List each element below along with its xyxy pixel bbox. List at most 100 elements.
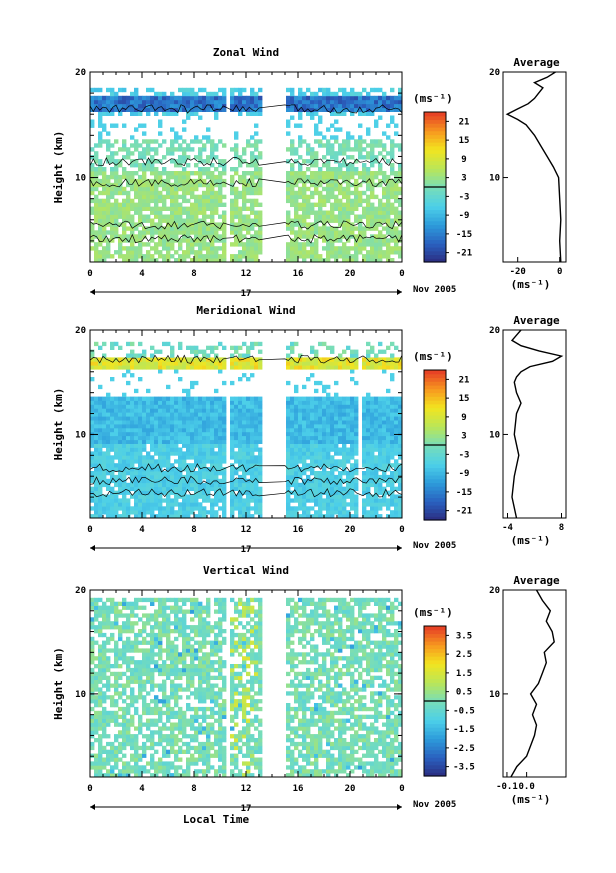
- colorbar-tick-label: 21: [459, 117, 470, 127]
- heatmap-cell: [214, 474, 219, 480]
- heatmap-cell: [102, 246, 107, 251]
- heatmap-cell: [94, 246, 99, 251]
- heatmap-cell: [174, 424, 179, 429]
- heatmap-cell: [258, 478, 263, 484]
- heatmap-cell: [290, 400, 295, 405]
- heatmap-cell: [334, 443, 339, 448]
- heatmap-cell: [330, 416, 335, 421]
- heatmap-cell: [126, 178, 131, 184]
- heatmap-cell: [238, 258, 243, 263]
- heatmap-cell: [330, 474, 335, 480]
- heatmap-cell: [330, 234, 335, 239]
- heatmap-cell: [338, 506, 343, 511]
- heatmap-cell: [170, 510, 175, 515]
- heatmap-cell: [182, 463, 187, 468]
- heatmap-cell: [322, 198, 327, 204]
- heatmap-cell: [166, 365, 171, 370]
- heatmap-cell: [118, 439, 123, 444]
- heatmap-cell: [354, 147, 359, 152]
- heatmap-cell: [178, 155, 183, 160]
- heatmap-cell: [118, 506, 123, 511]
- heatmap-cell: [238, 396, 243, 401]
- heatmap-cell: [94, 498, 99, 503]
- heatmap-cell: [190, 498, 195, 503]
- heatmap-cell: [322, 427, 327, 433]
- heatmap-cell: [314, 230, 319, 235]
- heatmap-cell: [214, 494, 219, 499]
- heatmap-cell: [198, 478, 203, 484]
- heatmap-cell: [218, 357, 223, 362]
- heatmap-cell: [134, 490, 139, 495]
- heatmap-cell: [142, 424, 147, 429]
- heatmap-cell: [346, 412, 351, 417]
- heatmap-cell: [174, 190, 179, 196]
- heatmap-cell: [382, 250, 387, 255]
- heatmap-cell: [94, 617, 99, 622]
- heatmap-cell: [186, 510, 191, 515]
- heatmap-cell: [310, 178, 315, 184]
- heatmap-cell: [106, 107, 111, 112]
- heatmap-cell: [314, 127, 319, 132]
- heatmap-cell: [322, 459, 327, 464]
- heatmap-cell: [354, 502, 359, 507]
- heatmap-cell: [254, 498, 259, 503]
- heatmap-cell: [390, 210, 395, 215]
- heatmap-cell: [350, 443, 355, 448]
- heatmap-cell: [194, 482, 199, 488]
- heatmap-cell: [170, 400, 175, 405]
- heatmap-cell: [258, 490, 263, 495]
- y-axis-label: Height (km): [52, 388, 65, 461]
- heatmap-cell: [170, 435, 175, 441]
- heatmap-cell: [162, 427, 167, 433]
- heatmap-cell: [150, 439, 155, 444]
- heatmap-cell: [338, 250, 343, 255]
- heatmap-cell: [350, 198, 355, 204]
- heatmap-cell: [142, 463, 147, 468]
- heatmap-cell: [326, 506, 331, 511]
- heatmap-cell: [170, 222, 175, 227]
- heatmap-cell: [250, 186, 255, 192]
- heatmap-cell: [246, 420, 251, 425]
- heatmap-cell: [330, 435, 335, 441]
- heatmap-cell: [218, 163, 223, 168]
- heatmap-cell: [222, 178, 227, 184]
- heatmap-cell: [398, 234, 403, 239]
- heatmap-cell: [314, 139, 319, 144]
- heatmap-cell: [218, 427, 223, 433]
- heatmap-cell: [334, 439, 339, 444]
- heatmap-cell: [334, 214, 339, 219]
- heatmap-cell: [146, 107, 151, 112]
- heatmap-cell: [290, 345, 295, 350]
- heatmap-cell: [386, 447, 391, 452]
- heatmap-cell: [342, 258, 347, 263]
- heatmap-cell: [354, 400, 359, 405]
- heatmap-cell: [162, 91, 167, 97]
- heatmap-cell: [326, 392, 331, 397]
- heatmap-cell: [354, 424, 359, 429]
- heatmap-cell: [290, 95, 295, 101]
- heatmap-cell: [90, 695, 95, 700]
- heatmap-cell: [94, 250, 99, 255]
- heatmap-cell: [370, 163, 375, 168]
- heatmap-cell: [174, 471, 179, 476]
- heatmap-cell: [250, 254, 255, 259]
- heatmap-cell: [102, 498, 107, 503]
- heatmap-cell: [290, 182, 295, 188]
- heatmap-cell: [142, 502, 147, 507]
- heatmap-cell: [330, 514, 335, 519]
- heatmap-cell: [302, 443, 307, 448]
- heatmap-cell: [202, 424, 207, 429]
- heatmap-cell: [154, 103, 159, 109]
- heatmap-cell: [174, 420, 179, 425]
- heatmap-cell: [290, 510, 295, 515]
- heatmap-cell: [230, 404, 235, 409]
- heatmap-cell: [178, 408, 183, 413]
- heatmap-cell: [298, 103, 303, 109]
- heatmap-cell: [190, 238, 195, 243]
- heatmap-cell: [378, 404, 383, 409]
- heatmap-cell: [394, 107, 399, 112]
- heatmap-cell: [254, 218, 259, 223]
- heatmap-cell: [198, 408, 203, 413]
- heatmap-cell: [234, 254, 239, 259]
- heatmap-cell: [230, 182, 235, 188]
